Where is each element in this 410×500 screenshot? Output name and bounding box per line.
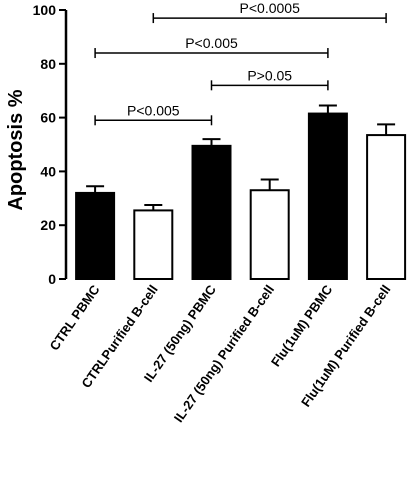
y-tick-label: 0 bbox=[48, 271, 56, 287]
x-category-label: CTRL PBMC bbox=[46, 282, 102, 354]
p-value-label: P<0.005 bbox=[127, 102, 180, 118]
bar bbox=[75, 191, 116, 280]
bar bbox=[249, 189, 290, 280]
y-axis-label: Apoptosis % bbox=[5, 89, 27, 210]
bars bbox=[75, 112, 407, 280]
y-tick-label: 80 bbox=[40, 56, 56, 72]
y-tick-label: 40 bbox=[40, 163, 56, 179]
y-tick-label: 60 bbox=[40, 110, 56, 126]
p-value-label: P<0.0005 bbox=[240, 0, 301, 16]
bar bbox=[366, 134, 407, 280]
significance-brackets: P<0.005 P>0.05 P<0.005 P<0.0005 bbox=[94, 0, 387, 126]
x-category-label: Flu(1uM) PBMC bbox=[268, 282, 336, 370]
y-tick-label: 20 bbox=[40, 217, 56, 233]
error-bars bbox=[86, 104, 396, 211]
x-category-label: IL-27 (50ng) Purified B-cell bbox=[171, 282, 277, 425]
y-tick-label: 100 bbox=[33, 2, 57, 18]
p-value-label: P<0.005 bbox=[185, 35, 238, 51]
bar bbox=[133, 209, 174, 280]
bar bbox=[191, 144, 232, 280]
y-axis: 0 20 40 60 80 100 bbox=[33, 2, 68, 287]
bar bbox=[307, 112, 348, 280]
p-value-label: P>0.05 bbox=[247, 67, 292, 83]
